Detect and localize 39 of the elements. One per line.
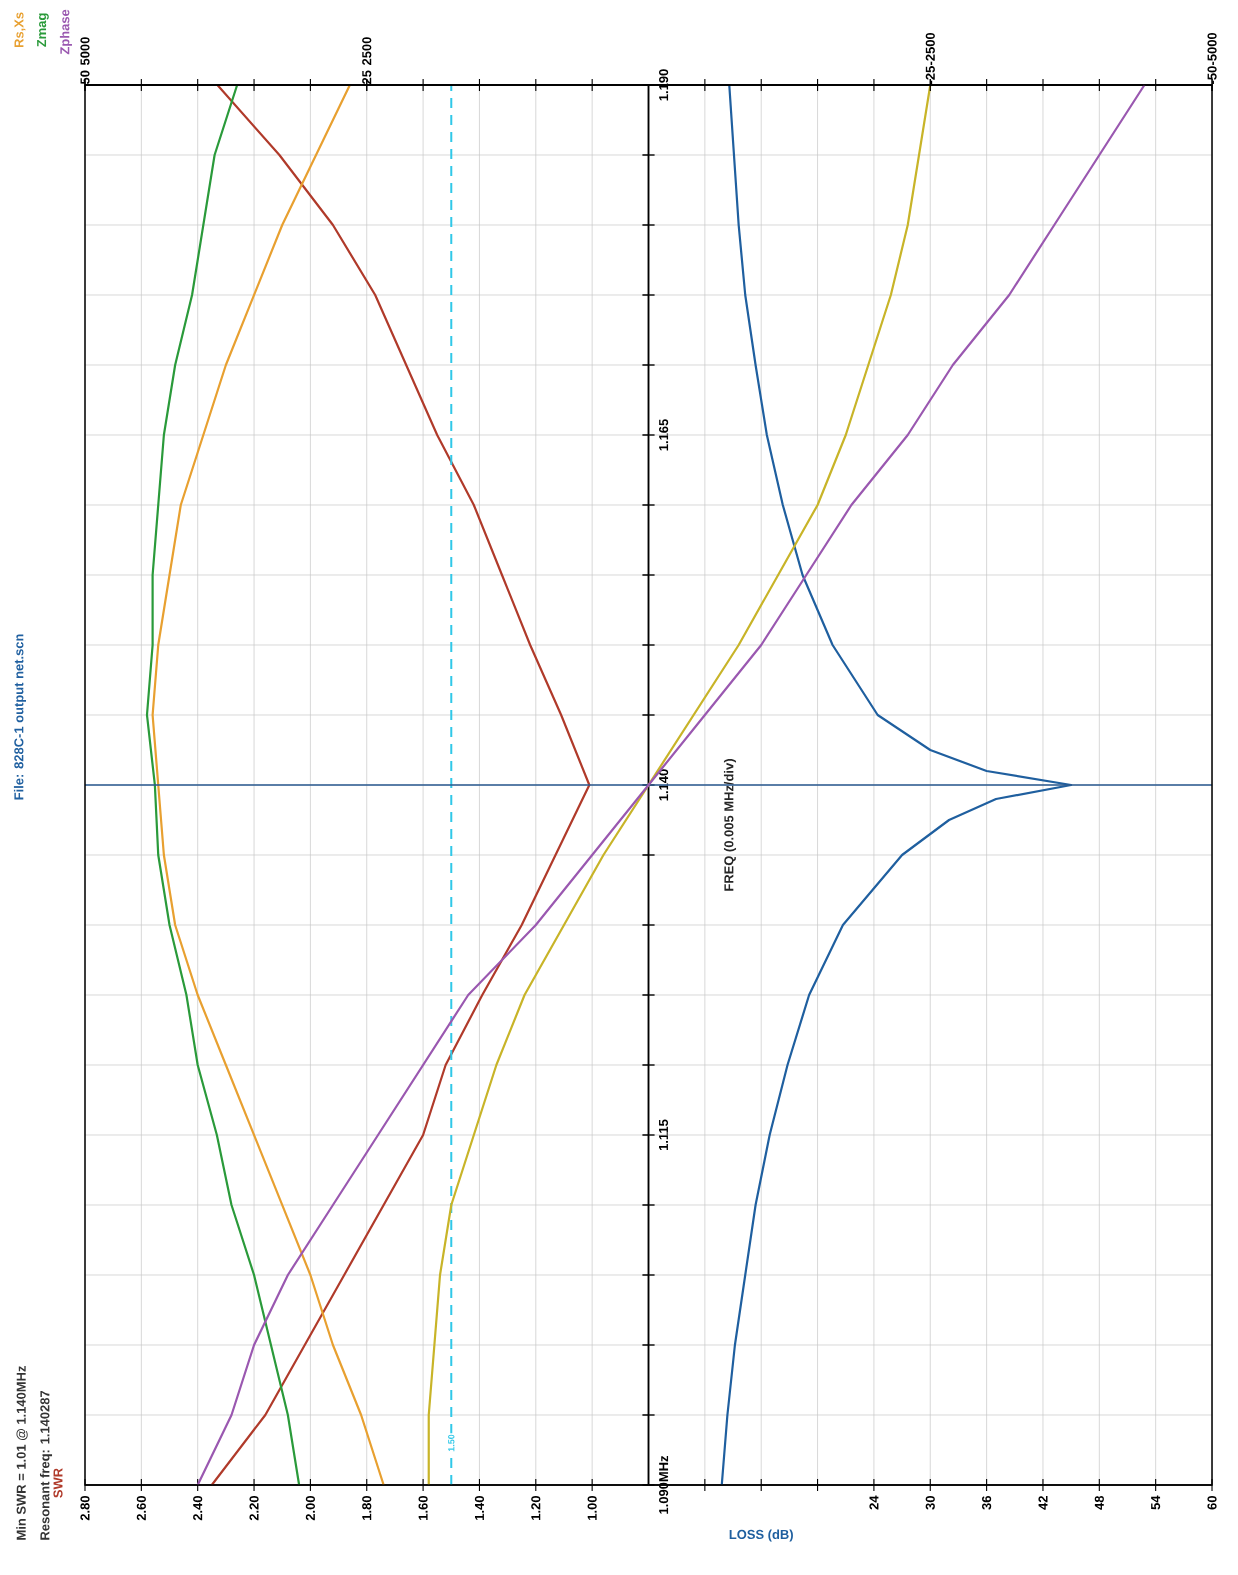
x-tick-label: 2.40 bbox=[193, 1496, 203, 1521]
x-tick-label: 1.80 bbox=[362, 1496, 372, 1520]
x2-tick-label: 25 bbox=[362, 70, 372, 85]
x-tick-label: 5000 bbox=[80, 37, 90, 66]
text: Resonant freq: 1.140287 bbox=[39, 1390, 53, 1540]
y-axis-title: FREQ (0.005 MHz/div) bbox=[723, 759, 737, 891]
x-tick-label: 54 bbox=[1151, 1495, 1161, 1510]
x-tick-label: 42 bbox=[1038, 1496, 1048, 1510]
x-tick-label: 2500 bbox=[362, 37, 372, 66]
x-tick-label: 60 bbox=[1207, 1496, 1217, 1510]
x2-axis-title: Zphase bbox=[59, 9, 72, 55]
y-tick-label: 1.140 bbox=[659, 769, 669, 801]
x-tick-label: 1.00 bbox=[587, 1496, 597, 1520]
y-tick-label: 1.090MHz bbox=[659, 1455, 669, 1514]
text: File: 828C-1 output net.scn bbox=[13, 634, 26, 800]
x-tick-label: 1.40 bbox=[474, 1496, 485, 1520]
ref-line-label: 1.50 bbox=[448, 1434, 455, 1452]
x2-tick-label: 50 bbox=[80, 70, 90, 85]
x-tick-label: 30 bbox=[925, 1496, 935, 1510]
text: Min SWR = 1.01 @ 1.140MHz bbox=[16, 1366, 28, 1540]
x-tick-label: 2.20 bbox=[249, 1496, 259, 1521]
x-tick-label: 2.80 bbox=[80, 1496, 90, 1521]
text: Zmag bbox=[37, 13, 49, 47]
x-tick-label: 1.60 bbox=[418, 1496, 428, 1520]
x-tick-label: 48 bbox=[1094, 1495, 1104, 1510]
x2-tick-label: -50 bbox=[1207, 66, 1217, 84]
x-tick-label: 24 bbox=[869, 1495, 879, 1510]
y-tick-label: 1.165 bbox=[659, 419, 669, 451]
text: SWR bbox=[53, 1468, 63, 1498]
y-tick-label: 1.115 bbox=[659, 1119, 669, 1151]
x-tick-label: 36 bbox=[982, 1495, 992, 1510]
x-tick-label: 2.00 bbox=[305, 1496, 315, 1521]
x-axis-title: LOSS (dB) bbox=[729, 1529, 793, 1542]
text: Rs,Xs bbox=[14, 12, 26, 48]
x-tick-label: -5000 bbox=[1207, 32, 1217, 65]
x-tick-label: -2500 bbox=[925, 32, 935, 65]
x-tick-label: 1.20 bbox=[531, 1496, 541, 1520]
x2-tick-label: -25 bbox=[925, 66, 935, 84]
x-tick-label: 2.60 bbox=[136, 1496, 146, 1521]
